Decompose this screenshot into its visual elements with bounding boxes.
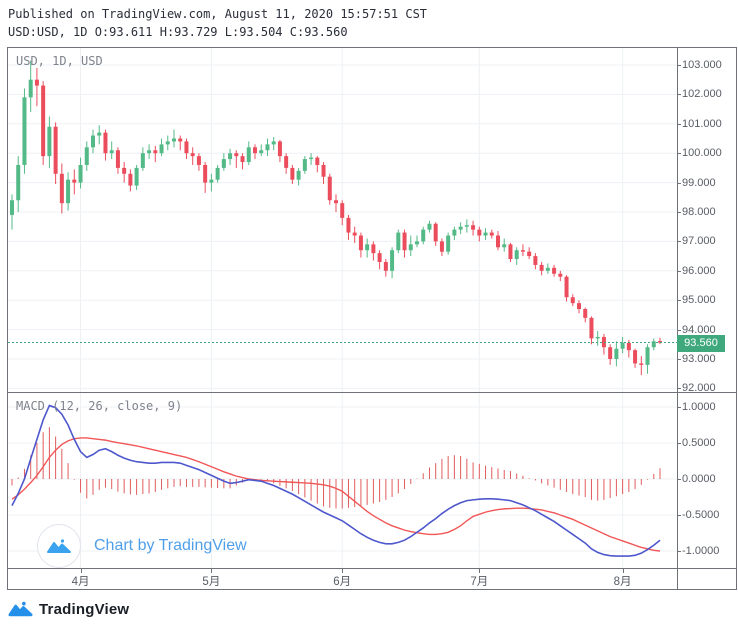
candlestick-chart[interactable] bbox=[8, 48, 677, 392]
watermark-link[interactable]: Chart by TradingView bbox=[94, 537, 247, 554]
time-axis-divider bbox=[8, 568, 736, 569]
macd-axis-label: 0.5000 bbox=[677, 437, 716, 449]
time-axis-label: 6月 bbox=[333, 576, 352, 588]
price-axis-label: 95.000 bbox=[677, 294, 716, 307]
macd-axis-label: -1.0000 bbox=[676, 545, 720, 557]
tradingview-logo-icon[interactable] bbox=[8, 599, 33, 619]
price-axis-label: 92.000 bbox=[677, 382, 716, 395]
time-axis-label: 7月 bbox=[470, 576, 489, 588]
watermark[interactable]: Chart by TradingView bbox=[37, 524, 247, 568]
price-axis-label: 103.000 bbox=[677, 59, 722, 71]
macd-axis-label: -0.5000 bbox=[676, 509, 720, 521]
price-axis-label: 97.000 bbox=[677, 235, 716, 248]
panel-divider bbox=[8, 392, 736, 393]
price-axis-label: 102.000 bbox=[677, 88, 722, 101]
macd-axis-label: 0.0000 bbox=[677, 473, 716, 485]
time-tick bbox=[342, 569, 344, 573]
macd-axis-label: 1.0000 bbox=[677, 401, 716, 413]
brand-wordmark: TradingView bbox=[39, 600, 130, 618]
price-axis-label: 99.000 bbox=[677, 176, 716, 189]
publish-info: Published on TradingView.com, August 11,… bbox=[8, 7, 428, 21]
last-price-badge: 93.560 bbox=[677, 334, 725, 352]
price-axis-label: 96.000 bbox=[677, 264, 716, 277]
price-axis-label: 93.000 bbox=[677, 353, 716, 365]
footer-brand-link[interactable]: TradingView bbox=[8, 599, 129, 619]
time-tick bbox=[211, 569, 213, 573]
macd-legend: MACD (12, 26, close, 9) bbox=[16, 399, 183, 413]
time-axis-label: 4月 bbox=[71, 576, 90, 588]
price-axis-label: 101.000 bbox=[677, 117, 722, 130]
time-axis-label: 5月 bbox=[202, 576, 221, 588]
time-axis-label: 8月 bbox=[613, 576, 632, 588]
symbol-legend: USD, 1D, USD bbox=[16, 54, 103, 68]
macd-indicator-chart[interactable] bbox=[8, 392, 677, 568]
price-axis-label: 100.000 bbox=[677, 147, 722, 160]
time-tick bbox=[622, 569, 624, 573]
chart-frame[interactable]: USD, 1D, USD MACD (12, 26, close, 9) 103… bbox=[7, 47, 737, 590]
symbol-ohlc-line: USD:USD, 1D O:93.611 H:93.729 L:93.504 C… bbox=[8, 25, 348, 39]
price-axis-label: 94.000 bbox=[677, 323, 716, 336]
tradingview-logo-icon[interactable] bbox=[37, 524, 81, 568]
time-tick bbox=[80, 569, 82, 573]
price-axis-label: 98.000 bbox=[677, 206, 716, 218]
price-axis-divider bbox=[677, 48, 678, 589]
time-tick bbox=[479, 569, 481, 573]
